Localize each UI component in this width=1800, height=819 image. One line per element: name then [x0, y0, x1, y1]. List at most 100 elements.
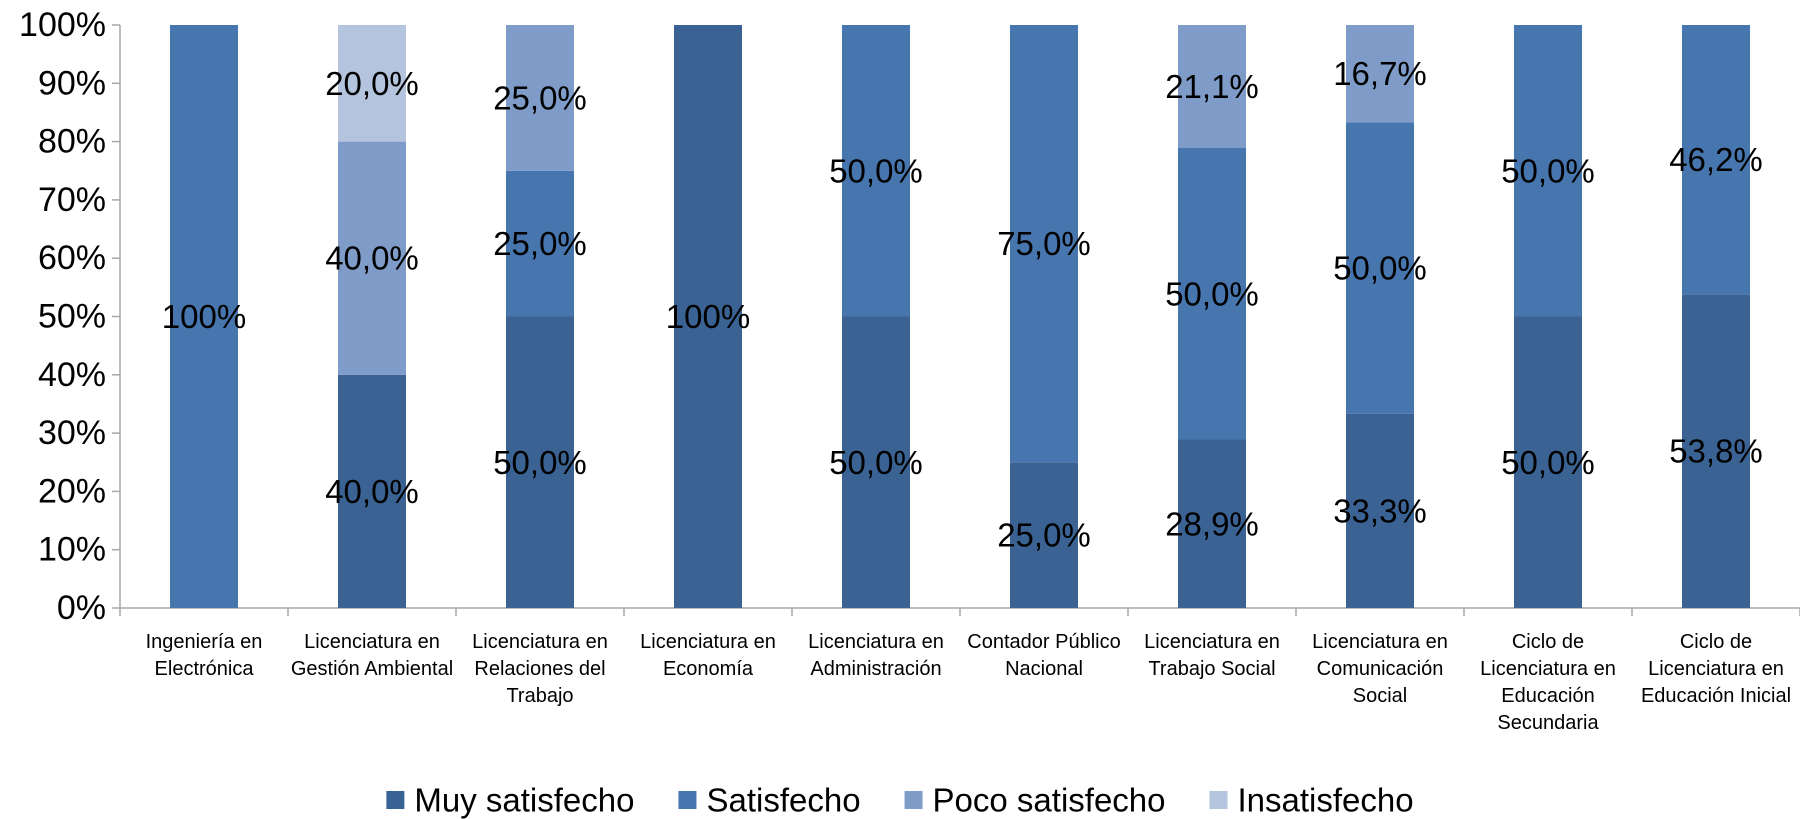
x-tick-label: Licenciatura en Economía	[640, 631, 776, 680]
data-label: 25,0%	[493, 79, 587, 116]
legend-swatch	[386, 791, 405, 809]
bar-segment	[1514, 25, 1582, 317]
bar-segment	[170, 25, 238, 608]
bar-segment	[674, 25, 742, 608]
x-tick-label-line: Educación Inicial	[1641, 685, 1791, 707]
y-tick-label: 50%	[38, 298, 106, 336]
legend-swatch	[1209, 791, 1228, 809]
bar-segment	[506, 170, 574, 317]
data-label: 50,0%	[1501, 444, 1595, 481]
x-tick-label-line: Gestión Ambiental	[291, 658, 453, 680]
data-label: 50,0%	[1501, 152, 1595, 189]
x-tick-label-line: Ciclo de	[1512, 631, 1584, 653]
x-tick-label-line: Comunicación	[1317, 658, 1444, 680]
data-label: 33,3%	[1333, 492, 1427, 529]
data-label: 50,0%	[829, 444, 923, 481]
data-label: 40,0%	[325, 473, 419, 510]
x-tick-label-line: Licenciatura en	[304, 631, 440, 653]
x-axis: Ingeniería en Electrónica Licenciatura en G…	[119, 607, 1800, 734]
y-tick-label: 0%	[57, 589, 106, 627]
x-tick-label-line: Relaciones del	[474, 658, 605, 680]
legend: Muy satisfecho Satisfecho Poco satisfecho I…	[386, 782, 1414, 819]
data-label: 50,0%	[1333, 250, 1427, 287]
data-label: 21,1%	[1165, 68, 1259, 105]
x-tick-label-line: Trabajo Social	[1148, 658, 1275, 680]
data-label: 20,0%	[325, 65, 419, 102]
bar-segment	[1682, 25, 1750, 295]
y-tick-label: 20%	[38, 472, 106, 510]
data-label: 100%	[162, 298, 246, 335]
bar-segment	[1178, 148, 1246, 440]
x-tick-label-line: Nacional	[1005, 658, 1083, 680]
bars	[170, 25, 1750, 608]
x-tick-label: Licenciatura en Administración	[808, 631, 944, 680]
y-tick-label: 40%	[38, 356, 106, 394]
bar-segment	[506, 25, 574, 171]
data-label: 50,0%	[829, 152, 923, 189]
bar-segment	[1682, 294, 1750, 608]
bar-segment	[842, 316, 910, 608]
x-tick-label-line: Contador Público	[967, 631, 1120, 653]
data-label: 50,0%	[1165, 275, 1259, 312]
bar-segment	[842, 25, 910, 317]
y-tick-label: 80%	[38, 123, 106, 161]
x-tick-label-line: Licenciatura en	[808, 631, 944, 653]
bar-segment	[1346, 25, 1414, 123]
y-tick-label: 60%	[38, 239, 106, 277]
bar-segment	[1010, 25, 1078, 463]
legend-label: Satisfecho	[706, 782, 860, 819]
data-label: 25,0%	[997, 517, 1091, 554]
x-tick-label: Licenciatura en Relaciones del Trabajo	[472, 631, 608, 707]
bar-segment	[1010, 462, 1078, 608]
x-tick-label-line: Ingeniería en	[146, 631, 263, 653]
x-tick-label-line: Licenciatura en	[1648, 658, 1784, 680]
x-tick-label-line: Licenciatura en	[1312, 631, 1448, 653]
x-tick-label: Ciclo de Licenciatura en Educación Inicial	[1641, 631, 1791, 707]
y-tick-label: 10%	[38, 531, 106, 569]
x-tick-label-line: Trabajo	[506, 685, 573, 707]
x-tick-label-line: Social	[1353, 685, 1407, 707]
x-tick-label-line: Licenciatura en	[1144, 631, 1280, 653]
x-tick-label-line: Educación	[1501, 685, 1594, 707]
y-tick-label: 100%	[19, 6, 106, 44]
data-label: 100%	[666, 298, 750, 335]
bar-segment	[1514, 316, 1582, 608]
bar-segment	[338, 374, 406, 608]
data-label: 40,0%	[325, 240, 419, 277]
bar-segment	[1178, 439, 1246, 608]
x-tick-label-line: Licenciatura en	[1480, 658, 1616, 680]
data-label: 50,0%	[493, 444, 587, 481]
legend-label: Poco satisfecho	[933, 782, 1166, 819]
x-tick-label-line: Secundaria	[1497, 712, 1599, 734]
x-tick-label: Contador Público Nacional	[967, 631, 1120, 680]
y-tick-label: 90%	[38, 64, 106, 102]
x-tick-label: Licenciatura en Comunicación Social	[1312, 631, 1448, 707]
legend-swatch	[904, 791, 923, 809]
y-axis: 0% 10% 20% 30% 40% 50% 60% 70% 80% 90% 100%	[19, 6, 121, 627]
x-tick-label-line: Licenciatura en	[472, 631, 608, 653]
legend-label: Insatisfecho	[1238, 782, 1414, 819]
bar-segment	[338, 141, 406, 375]
y-tick-label: 30%	[38, 414, 106, 452]
legend-swatch	[678, 791, 697, 809]
x-tick-label-line: Electrónica	[155, 658, 255, 680]
x-tick-label-line: Administración	[810, 658, 941, 680]
data-label: 28,9%	[1165, 505, 1259, 542]
x-tick-label-line: Licenciatura en	[640, 631, 776, 653]
x-tick-label: Ciclo de Licenciatura en Educación Secundar…	[1480, 631, 1616, 734]
bar-segment	[1346, 413, 1414, 608]
bar-segment	[338, 25, 406, 142]
legend-label: Muy satisfecho	[414, 782, 634, 819]
x-tick-label-line: Economía	[663, 658, 754, 680]
data-label: 16,7%	[1333, 55, 1427, 92]
data-label: 25,0%	[493, 225, 587, 262]
bar-segment	[1178, 25, 1246, 149]
x-tick-label: Ingeniería en Electrónica	[146, 631, 263, 680]
data-label: 75,0%	[997, 225, 1091, 262]
bar-segment	[1346, 122, 1414, 414]
data-labels: 100% 40,0% 40,0% 20,0% 50,0% 25,0% 25,0% 100% 50…	[162, 55, 1763, 553]
x-tick-label: Licenciatura en Gestión Ambiental	[291, 631, 453, 680]
x-tick-label: Licenciatura en Trabajo Social	[1144, 631, 1280, 680]
y-tick-label: 70%	[38, 181, 106, 219]
